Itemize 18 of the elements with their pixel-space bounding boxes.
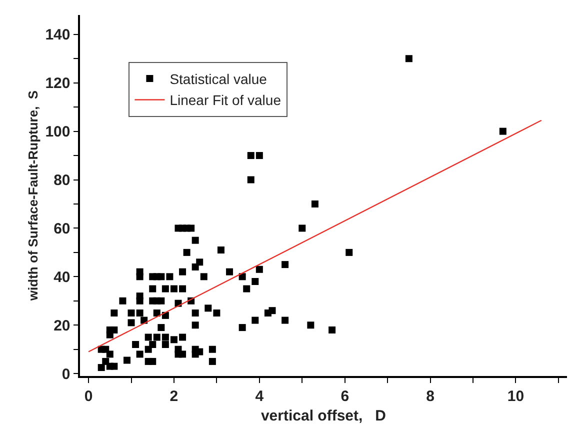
x-tick-label: 0 — [84, 388, 93, 405]
x-tick-label: 4 — [255, 388, 264, 405]
y-tick-label: 80 — [54, 172, 70, 189]
y-axis-title: width of Surface-Fault-Rupture, S — [26, 90, 41, 302]
x-axis-title: vertical offset, D — [260, 407, 386, 424]
y-tick-label: 140 — [45, 26, 70, 44]
x-tick-label: 6 — [340, 388, 350, 405]
x-tick-label: 10 — [507, 388, 524, 405]
y-tick-label: 120 — [45, 75, 70, 92]
x-tick-label: 2 — [170, 388, 178, 405]
y-tick-label: 20 — [54, 317, 70, 334]
y-tick-label: 100 — [45, 124, 70, 141]
y-tick-label: 40 — [54, 268, 70, 286]
y-tick-label: 60 — [54, 220, 70, 238]
legend-label: Linear Fit of value — [170, 92, 282, 108]
y-tick-label: 0 — [62, 366, 70, 383]
x-tick-label: 8 — [426, 388, 434, 405]
legend-label: Statistical value — [170, 70, 268, 87]
